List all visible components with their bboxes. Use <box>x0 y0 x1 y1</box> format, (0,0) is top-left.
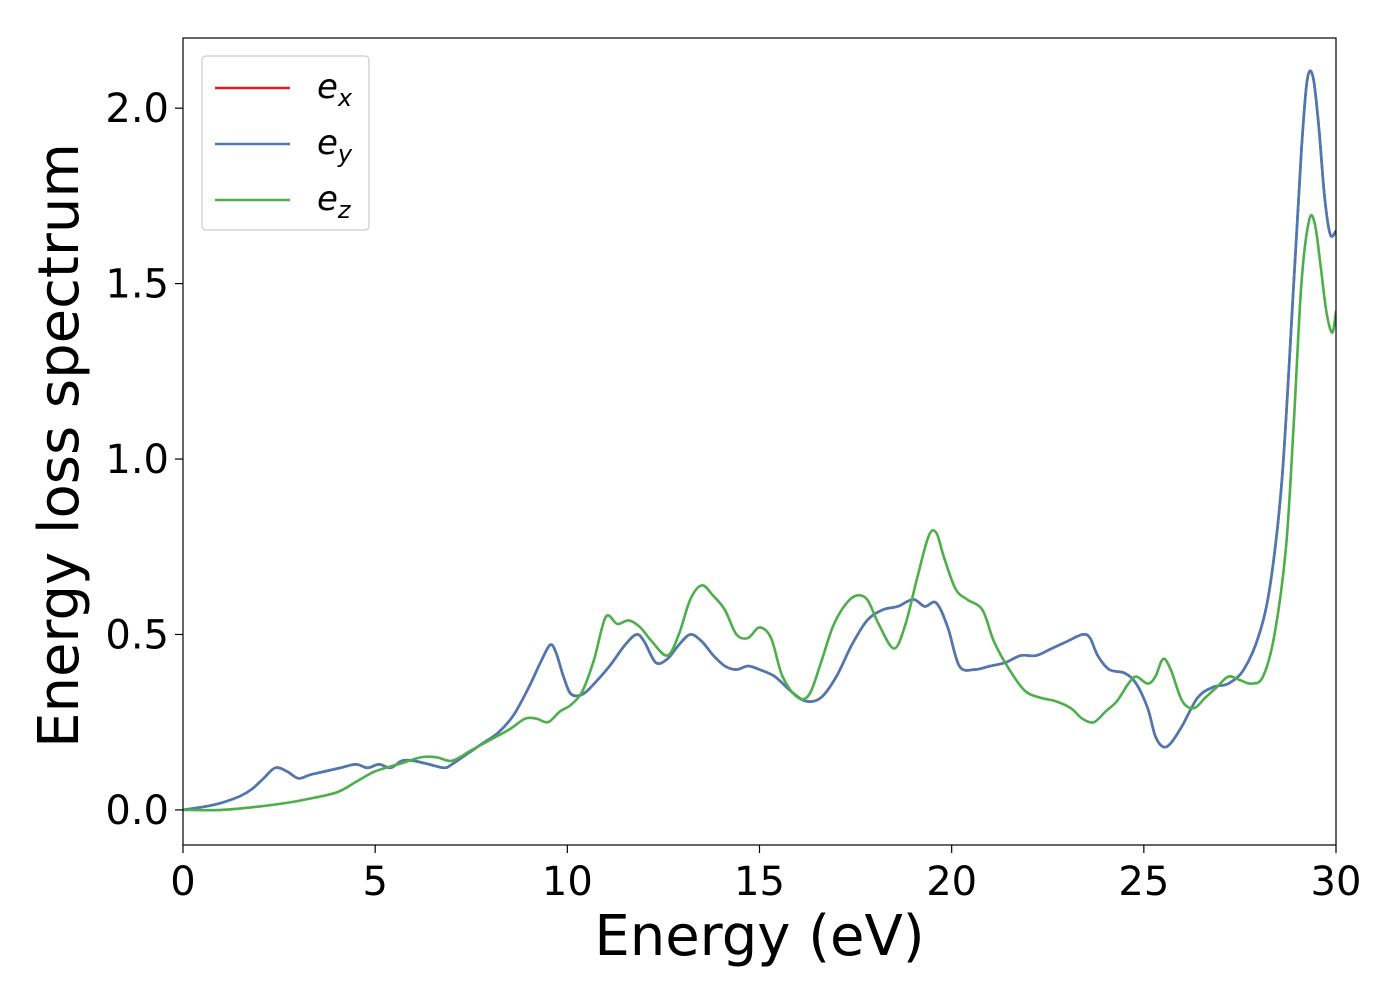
series-layer <box>183 69 1336 812</box>
x-axis-ticks: 0 5 10 15 20 25 30 <box>170 845 1361 905</box>
y-tick-label: 2.0 <box>105 86 169 132</box>
x-tick-label: 15 <box>734 859 785 905</box>
x-axis-title: Energy (eV) <box>594 904 924 969</box>
series-line-y <box>183 69 1336 812</box>
x-tick-label: 30 <box>1311 859 1362 905</box>
y-axis-ticks: 0.0 0.5 1.0 1.5 2.0 <box>105 86 183 834</box>
legend-label-z: ez <box>317 179 352 224</box>
x-tick-label: 10 <box>542 859 593 905</box>
x-tick-label: 20 <box>926 859 977 905</box>
x-tick-label: 25 <box>1118 859 1169 905</box>
y-tick-label: 1.5 <box>105 262 169 308</box>
legend: ex ey ez <box>201 55 370 231</box>
x-tick-label: 0 <box>170 859 195 905</box>
y-tick-label: 0.0 <box>105 788 169 834</box>
legend-entries: ex ey ez <box>215 67 353 224</box>
legend-label-x: ex <box>317 67 353 112</box>
y-tick-label: 0.5 <box>105 612 169 658</box>
y-tick-label: 1.0 <box>105 437 169 483</box>
legend-label-y: ey <box>317 123 353 168</box>
x-tick-label: 5 <box>362 859 387 905</box>
series-line-z <box>183 213 1336 812</box>
y-axis-title: Energy loss spectrum <box>27 143 92 748</box>
